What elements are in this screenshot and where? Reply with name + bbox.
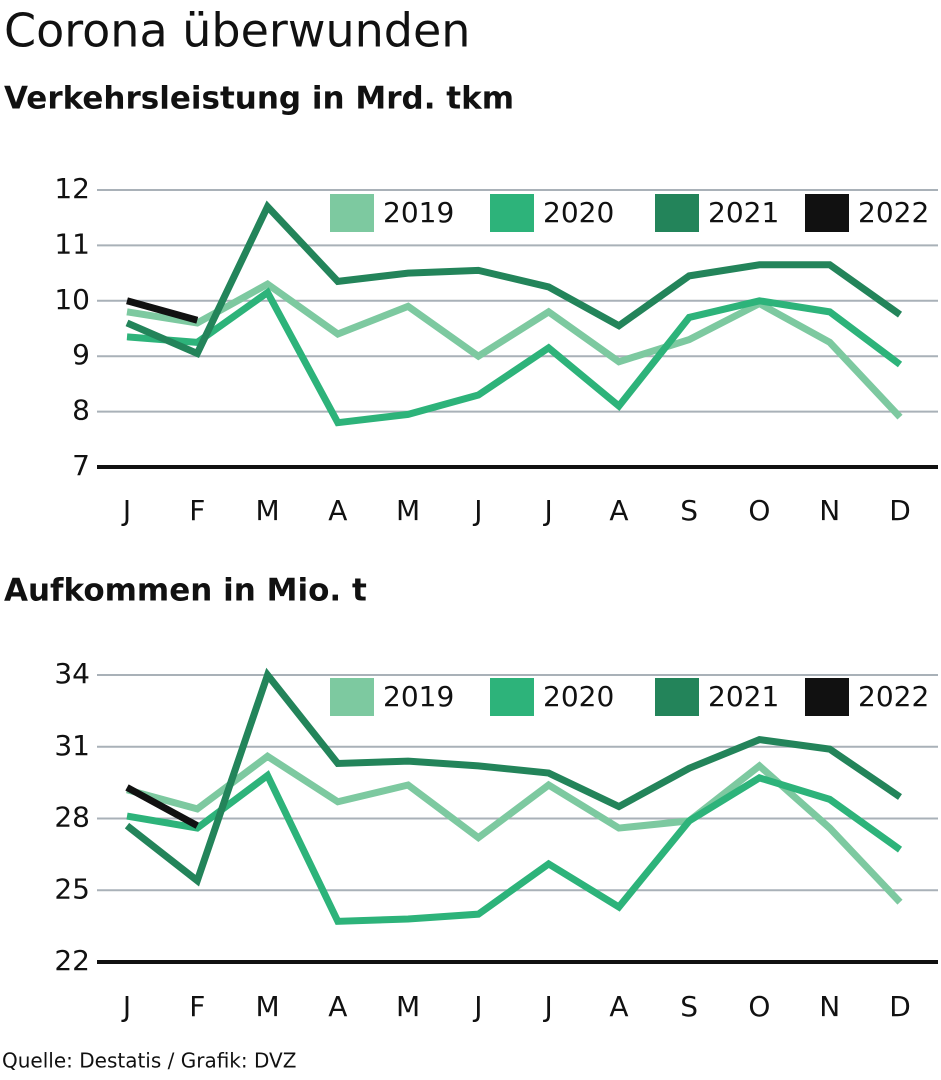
series-line xyxy=(125,784,199,829)
legend-label: 2022 xyxy=(858,196,929,229)
x-tick-label: N xyxy=(819,494,840,527)
series-line xyxy=(126,752,903,905)
x-tick-label: M xyxy=(396,990,420,1023)
series-line xyxy=(126,280,903,420)
x-tick-label: O xyxy=(748,990,770,1023)
legend-swatch xyxy=(655,678,699,716)
x-tick-label: J xyxy=(543,990,553,1023)
y-tick-label: 28 xyxy=(54,801,90,834)
legend-swatch xyxy=(655,194,699,232)
y-tick-label: 7 xyxy=(72,449,90,482)
x-tick-label: A xyxy=(609,990,628,1023)
legend-swatch xyxy=(805,194,849,232)
x-tick-label: D xyxy=(889,990,911,1023)
x-tick-label: J xyxy=(472,990,482,1023)
x-tick-label: A xyxy=(328,990,347,1023)
series-line xyxy=(126,287,903,427)
x-tick-label: M xyxy=(255,990,279,1023)
x-tick-label: D xyxy=(889,494,911,527)
y-tick-label: 9 xyxy=(72,338,90,371)
x-tick-label: M xyxy=(396,494,420,527)
chart-subtitle: Verkehrsleistung in Mrd. tkm xyxy=(4,81,514,117)
series-line xyxy=(125,200,903,358)
y-tick-label: 25 xyxy=(54,872,90,905)
x-tick-label: J xyxy=(543,494,553,527)
chart-subtitle: Aufkommen in Mio. t xyxy=(4,573,367,609)
source: Quelle: Destatis / Grafik: DVZ xyxy=(2,1049,296,1073)
y-tick-label: 8 xyxy=(72,394,90,427)
legend-label: 2019 xyxy=(383,196,454,229)
legend-swatch xyxy=(805,678,849,716)
series-line xyxy=(126,770,903,925)
x-tick-label: M xyxy=(255,494,279,527)
x-tick-label: O xyxy=(748,494,770,527)
legend-swatch xyxy=(330,194,374,232)
x-tick-label: J xyxy=(472,494,482,527)
series-line xyxy=(126,297,199,324)
series-line xyxy=(124,667,902,887)
legend-swatch xyxy=(490,194,534,232)
y-tick-label: 10 xyxy=(54,283,90,316)
legend-label: 2020 xyxy=(543,196,614,229)
legend-label: 2020 xyxy=(543,680,614,713)
page-title: Corona überwunden xyxy=(4,4,470,58)
legend-label: 2021 xyxy=(708,196,779,229)
y-tick-label: 31 xyxy=(54,729,90,762)
y-tick-label: 11 xyxy=(54,227,90,260)
x-tick-label: F xyxy=(189,990,205,1023)
legend-swatch xyxy=(330,678,374,716)
x-tick-label: A xyxy=(328,494,347,527)
y-tick-label: 12 xyxy=(54,172,90,205)
legend-label: 2022 xyxy=(858,680,929,713)
x-tick-label: J xyxy=(121,494,131,527)
legend-swatch xyxy=(490,678,534,716)
legend-label: 2019 xyxy=(383,680,454,713)
x-tick-label: J xyxy=(121,990,131,1023)
y-tick-label: 34 xyxy=(54,657,90,690)
y-tick-label: 22 xyxy=(54,944,90,977)
x-tick-label: N xyxy=(819,990,840,1023)
legend-label: 2021 xyxy=(708,680,779,713)
x-tick-label: S xyxy=(680,494,698,527)
x-tick-label: F xyxy=(189,494,205,527)
x-tick-label: A xyxy=(609,494,628,527)
x-tick-label: S xyxy=(680,990,698,1023)
